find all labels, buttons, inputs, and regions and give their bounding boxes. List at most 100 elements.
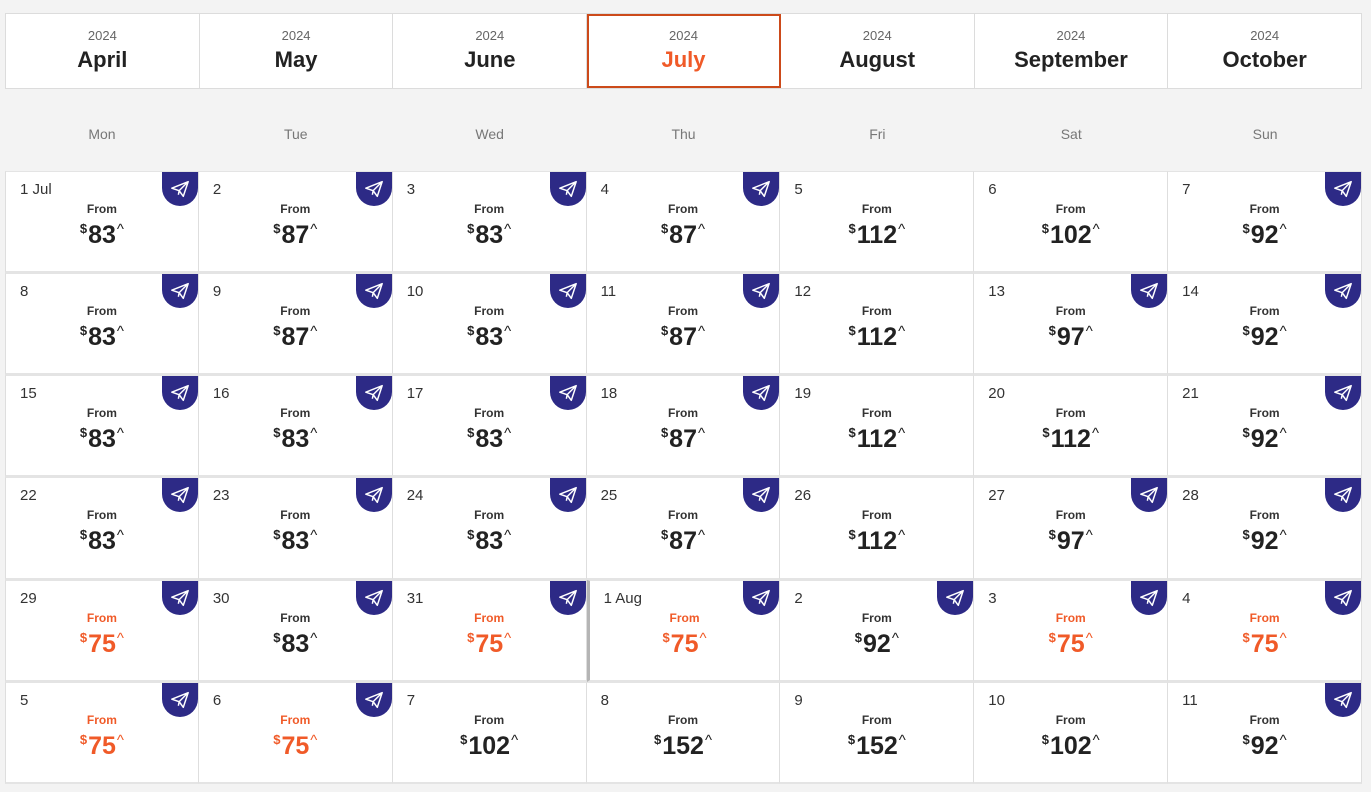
calendar-day-cell[interactable]: 31 From $75^ <box>392 579 587 682</box>
price-footnote-marker: ^ <box>697 323 706 341</box>
price-value: 83 <box>475 323 504 352</box>
calendar-day-cell[interactable]: 7 From $92^ <box>1168 171 1362 274</box>
day-number: 17 <box>406 385 424 403</box>
day-number: 15 <box>20 385 37 403</box>
price-value: 75 <box>475 629 504 658</box>
paper-plane-icon <box>170 487 189 504</box>
month-tab-april[interactable]: 2024 April <box>6 14 200 88</box>
calendar-day-cell[interactable]: 9 From $87^ <box>198 273 393 376</box>
calendar-day-cell[interactable]: 9 From $152^ <box>780 681 975 784</box>
calendar-day-cell[interactable]: 26 From $112^ <box>780 477 975 580</box>
calendar-day-cell[interactable]: 8 From $152^ <box>586 681 781 784</box>
price-footnote-marker: ^ <box>704 731 712 749</box>
currency-symbol: $ <box>79 425 88 441</box>
day-number: 8 <box>600 691 609 709</box>
calendar-day-cell[interactable]: 19 From $112^ <box>780 375 975 478</box>
calendar-day-cell[interactable]: 15 From $83^ <box>5 375 199 478</box>
calendar-day-cell[interactable]: 5 From $112^ <box>780 171 975 274</box>
from-label: From <box>280 508 311 523</box>
price-amount: $152^ <box>780 727 973 759</box>
price-footnote-marker: ^ <box>504 527 512 545</box>
from-label: From <box>280 304 311 319</box>
price-value: 83 <box>88 527 116 556</box>
calendar-day-cell[interactable]: 4 From $75^ <box>1168 579 1362 682</box>
calendar-day-cell[interactable]: 7 From $102^ <box>392 681 587 784</box>
calendar-day-cell[interactable]: 17 From $83^ <box>392 375 587 478</box>
price-amount: $83^ <box>393 522 586 554</box>
paper-plane-icon <box>1334 487 1352 504</box>
weekday-label: Sun <box>1252 126 1278 142</box>
price-value: 112 <box>856 527 898 556</box>
calendar-day-cell[interactable]: 30 From $83^ <box>198 579 393 682</box>
calendar-day-cell[interactable]: 21 From $92^ <box>1168 375 1362 478</box>
month-tab-june[interactable]: 2024 June <box>393 14 588 88</box>
currency-symbol: $ <box>660 527 669 543</box>
calendar-day-cell[interactable]: 28 From $92^ <box>1168 477 1362 580</box>
calendar-day-cell[interactable]: 3 From $75^ <box>974 579 1169 682</box>
price-amount: $87^ <box>199 318 392 350</box>
calendar-day-cell[interactable]: 1 Jul From $83^ <box>5 171 199 274</box>
price-footnote-marker: ^ <box>697 221 706 238</box>
from-label: From <box>1249 202 1280 216</box>
fare-price: From $87^ <box>587 202 780 248</box>
month-tab-july[interactable]: 2024 July <box>587 14 781 88</box>
calendar-day-cell[interactable]: 24 From $83^ <box>392 477 587 580</box>
month-selector: 2024 April 2024 May 2024 June 2024 July 2024 Augu… <box>5 13 1362 89</box>
calendar-day-cell[interactable]: 6 From $75^ <box>198 681 393 784</box>
month-tab-may[interactable]: 2024 May <box>199 14 394 88</box>
from-label: From <box>667 406 698 421</box>
month-tab-october[interactable]: 2024 October <box>1168 14 1362 88</box>
calendar-day-cell[interactable]: 3 From $83^ <box>392 171 587 274</box>
price-value: 97 <box>1056 527 1085 556</box>
day-number: 25 <box>600 487 618 505</box>
calendar-day-cell[interactable]: 4 From $87^ <box>586 171 781 274</box>
calendar-day-cell[interactable]: 8 From $83^ <box>5 273 199 376</box>
month-tab-september[interactable]: 2024 September <box>974 14 1169 88</box>
calendar-day-cell[interactable]: 20 From $112^ <box>974 375 1169 478</box>
day-number: 19 <box>794 385 812 403</box>
price-footnote-marker: ^ <box>1279 731 1287 749</box>
day-number: 30 <box>212 589 230 607</box>
calendar-day-cell[interactable]: 6 From $102^ <box>974 171 1169 274</box>
fare-price: From $87^ <box>199 304 392 350</box>
price-footnote-marker: ^ <box>1085 323 1093 341</box>
calendar-day-cell[interactable]: 22 From $83^ <box>5 477 199 580</box>
calendar-day-cell[interactable]: 25 From $87^ <box>586 477 781 580</box>
calendar-day-cell[interactable]: 12 From $112^ <box>780 273 975 376</box>
price-amount: $83^ <box>199 522 392 554</box>
calendar-day-cell[interactable]: 16 From $83^ <box>198 375 393 478</box>
price-value: 87 <box>669 323 697 352</box>
price-footnote-marker: ^ <box>697 527 706 545</box>
fare-price: From $83^ <box>6 508 198 554</box>
paper-plane-icon <box>1140 589 1159 606</box>
calendar-day-cell[interactable]: 2 From $87^ <box>198 171 393 274</box>
fare-price: From $92^ <box>1168 713 1361 759</box>
currency-symbol: $ <box>1242 629 1250 645</box>
from-label: From <box>474 508 505 523</box>
weekday-label: Wed <box>475 126 504 142</box>
calendar-day-cell[interactable]: 2 From $92^ <box>780 579 975 682</box>
price-value: 75 <box>1250 629 1279 658</box>
calendar-day-cell[interactable]: 10 From $102^ <box>974 681 1169 784</box>
weekday-label: Sat <box>1060 126 1082 142</box>
price-footnote-marker: ^ <box>116 323 124 341</box>
month-tab-august[interactable]: 2024 August <box>780 14 975 88</box>
price-footnote-marker: ^ <box>116 629 124 647</box>
calendar-day-cell[interactable]: 27 From $97^ <box>974 477 1169 580</box>
currency-symbol: $ <box>662 629 670 645</box>
price-value: 152 <box>856 731 898 760</box>
calendar-day-cell[interactable]: 1 Aug From $75^ <box>586 579 781 682</box>
price-value: 83 <box>88 221 116 249</box>
calendar-day-cell[interactable]: 23 From $83^ <box>198 477 393 580</box>
price-footnote-marker: ^ <box>1279 425 1287 443</box>
price-footnote-marker: ^ <box>504 425 512 443</box>
calendar-day-cell[interactable]: 29 From $75^ <box>5 579 199 682</box>
calendar-day-cell[interactable]: 11 From $87^ <box>586 273 781 376</box>
calendar-day-cell[interactable]: 10 From $83^ <box>392 273 587 376</box>
calendar-day-cell[interactable]: 13 From $97^ <box>974 273 1169 376</box>
calendar-day-cell[interactable]: 5 From $75^ <box>5 681 199 784</box>
calendar-day-cell[interactable]: 18 From $87^ <box>586 375 781 478</box>
calendar-day-cell[interactable]: 11 From $92^ <box>1168 681 1362 784</box>
calendar-day-cell[interactable]: 14 From $92^ <box>1168 273 1362 376</box>
currency-symbol: $ <box>79 323 88 339</box>
